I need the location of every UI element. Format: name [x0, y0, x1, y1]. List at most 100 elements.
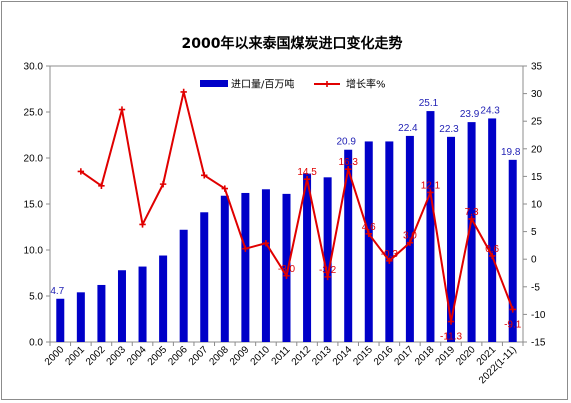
- bar: [220, 195, 229, 342]
- bar: [241, 192, 250, 342]
- x-axis-tick-label: 2008: [207, 344, 231, 368]
- legend-bar-swatch: [200, 80, 228, 87]
- bar: [364, 141, 373, 342]
- x-axis-tick-label: 2007: [187, 344, 211, 368]
- left-axis-tick-label: 20.0: [24, 154, 44, 165]
- bar: [200, 212, 209, 342]
- chart-title: 2000年以来泰国煤炭进口变化走势: [182, 35, 403, 52]
- right-axis-tick-label: -15: [531, 338, 546, 349]
- bar: [426, 111, 435, 342]
- right-axis-tick-label: -5: [531, 282, 540, 293]
- growth-rate-point: [427, 189, 434, 196]
- growth-rate-point: [488, 252, 496, 260]
- bar-data-label: 24.3: [480, 105, 500, 116]
- x-axis-tick-label: 2013: [310, 344, 334, 368]
- bar: [179, 229, 188, 342]
- bar-data-label: 19.8: [501, 147, 521, 158]
- x-axis-tick-label: 2011: [270, 344, 293, 367]
- growth-rate-point: [180, 88, 187, 96]
- plot-area: 0.0 5.0 10.0 15.0 20.0 25.0 30.0 -15 -10 -5 0 5 10 15…: [24, 62, 546, 387]
- growth-rate-point: [447, 318, 455, 325]
- x-axis-tick-label: 2012: [290, 344, 314, 368]
- line-data-label: 12.1: [421, 180, 441, 191]
- growth-rate-point: [139, 221, 146, 228]
- right-axis-tick-label: 0: [531, 255, 537, 266]
- x-axis-tick-label: 2000: [43, 344, 67, 368]
- right-axis-tick-label: 20: [531, 144, 543, 155]
- x-axis-tick-label: 2019: [434, 344, 458, 368]
- bar: [385, 141, 394, 342]
- bar: [303, 173, 312, 342]
- growth-rate-point: [118, 106, 126, 113]
- left-axis-tick-label: 15.0: [24, 200, 44, 211]
- line-data-label: -3.2: [319, 265, 337, 276]
- x-axis-tick-label: 2016: [372, 344, 396, 368]
- line-data-label: 3.0: [403, 231, 417, 242]
- x-axis-tick-label: 2014: [331, 344, 355, 368]
- growth-rate-point: [406, 239, 414, 246]
- growth-rate-point: [98, 182, 105, 189]
- legend: 进口量/百万吨 增长率%: [200, 78, 386, 91]
- bar: [56, 298, 65, 342]
- x-axis-tick-label: 2010: [249, 344, 273, 368]
- left-axis-tick-label: 25.0: [24, 108, 44, 119]
- x-axis-tick-label: 2006: [166, 344, 190, 368]
- growth-rate-point: [283, 272, 290, 279]
- bar-data-label: 22.3: [439, 124, 459, 135]
- right-axis-tick-label: 5: [531, 227, 537, 238]
- bar: [138, 266, 147, 342]
- bar-data-label: 22.4: [398, 123, 418, 134]
- x-axis-tick-label: 2004: [125, 344, 149, 368]
- bar: [508, 159, 517, 342]
- x-axis-tick-label: 2020: [454, 344, 478, 368]
- line-data-label: -0.3: [381, 249, 399, 260]
- growth-rate-point: [262, 239, 270, 247]
- growth-rate-point: [159, 180, 167, 188]
- line-data-label: 16.3: [338, 157, 358, 168]
- line-data-label: -3.0: [278, 264, 296, 275]
- right-axis-tick-label: 25: [531, 117, 543, 128]
- bar: [97, 284, 106, 342]
- right-axis-tick-label: -10: [531, 310, 546, 321]
- growth-rate-point: [386, 257, 393, 265]
- x-axis-tick-label: 2002: [84, 344, 108, 368]
- legend-bar-label: 进口量/百万吨: [231, 78, 294, 91]
- bar: [344, 149, 353, 342]
- line-data-label: 14.5: [297, 167, 317, 178]
- right-axis-tick-label: 35: [531, 62, 543, 73]
- growth-rate-point: [77, 168, 85, 175]
- left-axis-tick-label: 30.0: [24, 62, 44, 73]
- line-data-label: 7.3: [465, 207, 479, 218]
- x-axis-tick-label: 2005: [146, 344, 170, 368]
- line-data-label: -11.3: [440, 332, 462, 343]
- bar-data-label: 25.1: [419, 98, 439, 109]
- bar-data-label: 23.9: [460, 109, 480, 120]
- right-axis-tick-label: 30: [531, 89, 543, 100]
- x-axis-tick-label: 2009: [228, 344, 252, 368]
- line-data-label: 4.6: [362, 222, 376, 233]
- right-axis-tick-label: 15: [531, 172, 543, 183]
- bar-data-label: 4.7: [50, 286, 64, 297]
- bar-data-label: 20.9: [336, 137, 356, 148]
- growth-rate-point: [201, 172, 208, 179]
- bar: [467, 122, 476, 343]
- growth-rate-point: [221, 185, 229, 192]
- legend-line-marker: [324, 81, 330, 87]
- left-axis-tick-label: 0.0: [29, 338, 43, 349]
- legend-line-label: 增长率%: [346, 78, 386, 91]
- bar: [76, 292, 85, 342]
- bar: [405, 135, 414, 342]
- growth-rate-point: [303, 175, 311, 183]
- growth-rate-point: [468, 215, 475, 223]
- growth-rate-line: [80, 91, 514, 322]
- left-axis-tick-label: 10.0: [24, 246, 44, 257]
- line-data-label: -9.1: [504, 319, 522, 330]
- bar: [117, 270, 126, 342]
- growth-rate-point: [242, 245, 249, 252]
- x-axis-tick-label: 2003: [105, 344, 129, 368]
- x-axis-tick-label: 2018: [413, 344, 437, 368]
- x-axis-tick-label: 2017: [393, 344, 417, 368]
- growth-rate-point: [344, 166, 352, 173]
